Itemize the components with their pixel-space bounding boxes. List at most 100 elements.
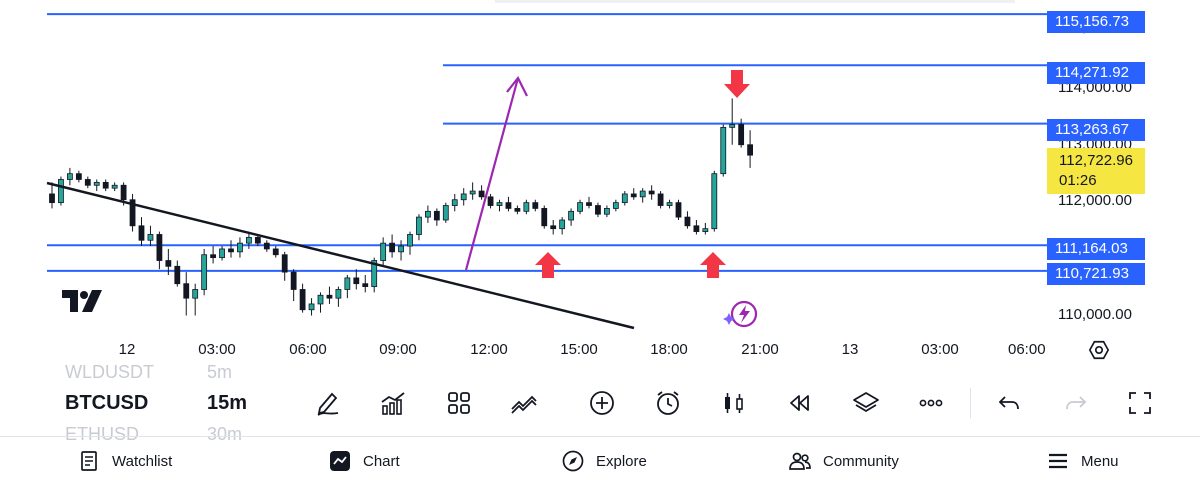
candle-body: [210, 254, 217, 259]
replay-button[interactable]: [783, 387, 815, 419]
candle-body: [630, 193, 637, 198]
bottom-nav: Watchlist Chart Explore Community Menu: [0, 436, 1200, 485]
nav-community[interactable]: Community: [789, 450, 899, 472]
candle-body: [433, 210, 440, 221]
candle-body: [559, 219, 566, 230]
candle-body: [496, 202, 503, 206]
drawing-tool-button[interactable]: [312, 387, 344, 419]
people-icon: [789, 452, 811, 470]
candle-body: [281, 254, 288, 273]
grid-icon: [448, 392, 470, 414]
rewind-icon: [790, 395, 809, 411]
timeframe-selector[interactable]: 15m: [207, 392, 248, 414]
candle-body: [111, 184, 118, 189]
watchlist-icon: [81, 451, 97, 471]
candle-body: [505, 202, 512, 209]
candle-body: [192, 289, 199, 299]
candle-body: [353, 277, 360, 285]
candle-body: [102, 181, 109, 189]
time-tick: 13: [841, 341, 859, 358]
buy-arrow: [700, 252, 726, 278]
candle-body: [335, 289, 342, 299]
candle-body: [639, 190, 646, 198]
time-tick: 09:00: [379, 341, 417, 358]
nav-explore[interactable]: Explore: [562, 450, 647, 472]
price-chart[interactable]: [0, 0, 1200, 370]
trend-line: [46, 181, 635, 330]
time-tick: 06:00: [1008, 341, 1046, 358]
candle-body: [228, 248, 234, 253]
candle-body: [219, 248, 225, 259]
candle-body: [711, 173, 718, 230]
fullscreen-button[interactable]: [1124, 387, 1156, 419]
layers-icon: [853, 392, 879, 413]
layouts-button[interactable]: [443, 387, 475, 419]
undo-icon: [998, 396, 1019, 410]
candle-body: [362, 283, 369, 287]
symbol-prev[interactable]: WLDUSDT: [65, 362, 154, 382]
candle-body: [568, 210, 574, 221]
header-shadow: [495, 0, 1015, 3]
redo-button[interactable]: [1060, 387, 1092, 419]
chart-settings-icon[interactable]: [1088, 339, 1110, 361]
nav-watchlist-label: Watchlist: [112, 452, 173, 470]
fullscreen-icon: [1129, 392, 1151, 414]
flash-icon[interactable]: [723, 299, 761, 329]
chart-area[interactable]: 115,000.00 114,000.00 113,000.00 112,000…: [0, 0, 1200, 370]
price-line-label[interactable]: 110,721.93: [1047, 263, 1145, 285]
chart-type-button[interactable]: [718, 387, 750, 419]
sell-arrow: [724, 70, 750, 98]
candle-body: [738, 124, 745, 146]
price-line-label[interactable]: 113,263.67: [1047, 119, 1145, 141]
time-tick: 03:00: [198, 341, 236, 358]
candle-body: [326, 294, 333, 299]
timeframe-prev[interactable]: 5m: [207, 362, 233, 382]
price-line-label[interactable]: 111,164.03: [1047, 238, 1145, 260]
candle-body: [299, 289, 306, 311]
candle-body: [120, 184, 127, 201]
redo-icon: [1066, 396, 1087, 410]
candle-body: [424, 210, 431, 218]
symbol-next[interactable]: ETHUSD: [65, 424, 140, 444]
price-line-label[interactable]: 115,156.73: [1047, 11, 1145, 33]
add-button[interactable]: [586, 387, 618, 419]
more-dots-icon: [919, 399, 943, 407]
candle-body: [693, 225, 700, 232]
nav-chart[interactable]: Chart: [329, 450, 400, 472]
candle-body: [93, 181, 100, 186]
nav-community-label: Community: [823, 452, 899, 470]
candle-body: [684, 216, 691, 227]
price-line-label[interactable]: 114,271.92: [1047, 62, 1145, 84]
more-button[interactable]: [915, 387, 947, 419]
candle-body: [147, 234, 154, 241]
buy-arrow: [535, 252, 561, 278]
candle-body: [595, 205, 601, 215]
layers-button[interactable]: [850, 387, 882, 419]
candle-body: [75, 173, 82, 180]
chart-icon: [330, 451, 350, 471]
indicators-button[interactable]: [377, 387, 409, 419]
candle-body: [263, 242, 270, 250]
nav-menu[interactable]: Menu: [1047, 450, 1119, 472]
alert-button[interactable]: [652, 387, 684, 419]
candle-body: [720, 126, 727, 175]
candle-body: [201, 254, 208, 290]
candle-body: [389, 242, 396, 253]
current-price-box: 112,722.96 01:26: [1047, 148, 1145, 194]
candle-body: [514, 208, 521, 212]
candle-body: [648, 190, 655, 195]
candle-body: [451, 199, 458, 206]
symbol-selector[interactable]: BTCUSD: [65, 392, 149, 414]
candle-body: [58, 179, 64, 204]
timeframe-next[interactable]: 30m: [207, 424, 243, 444]
nav-menu-label: Menu: [1081, 452, 1119, 470]
candle-body: [344, 277, 351, 290]
nav-watchlist[interactable]: Watchlist: [78, 450, 172, 472]
time-tick: 21:00: [741, 341, 779, 358]
undo-button[interactable]: [993, 387, 1025, 419]
compass-icon: [562, 450, 584, 472]
compare-button[interactable]: [508, 387, 540, 419]
candle-body: [469, 190, 476, 195]
nav-chart-label: Chart: [363, 452, 400, 470]
price-tick: 110,000.00: [1058, 306, 1132, 323]
